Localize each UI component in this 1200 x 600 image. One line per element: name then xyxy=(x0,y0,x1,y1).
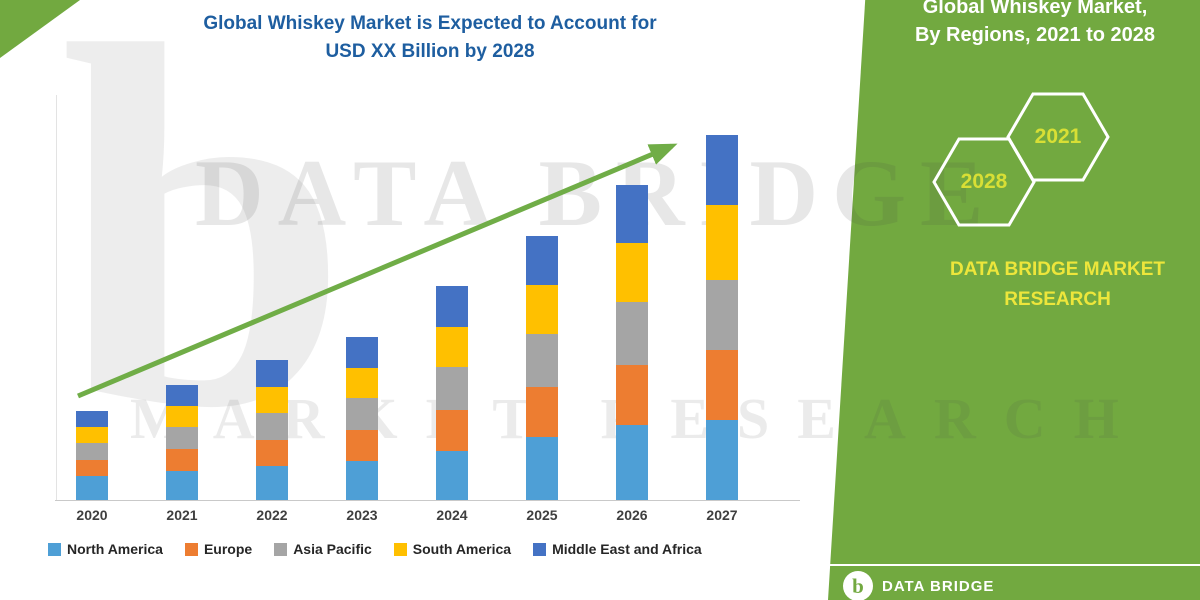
data-bridge-logo-icon: b xyxy=(843,571,873,600)
legend-swatch-icon xyxy=(274,542,288,556)
chart-legend: North America Europe Asia Pacific South Ame… xyxy=(48,541,808,557)
legend-item: North America xyxy=(48,541,163,557)
x-axis-label-2024: 2024 xyxy=(436,507,468,523)
bar-segment xyxy=(256,440,288,466)
bar-segment xyxy=(706,280,738,350)
bar-segment xyxy=(346,430,378,461)
side-panel-title: Global Whiskey Market, By Regions, 2021 … xyxy=(880,0,1190,49)
x-axis-label-2020: 2020 xyxy=(76,507,108,523)
bar-segment xyxy=(346,398,378,430)
legend-label: Europe xyxy=(203,541,253,557)
legend-swatch-icon xyxy=(184,542,198,556)
bar-segment xyxy=(436,410,468,451)
x-axis-line xyxy=(55,500,800,501)
bar-segment xyxy=(256,466,288,500)
bar-segment xyxy=(166,427,198,449)
legend-swatch-icon xyxy=(393,542,407,556)
x-axis-label-2027: 2027 xyxy=(706,507,738,523)
bar-segment xyxy=(76,411,108,427)
panel-brand-line1: DATA BRIDGE MARKET xyxy=(950,259,1165,280)
bar-segment xyxy=(76,427,108,443)
bar-segment xyxy=(436,451,468,500)
x-axis-label-2022: 2022 xyxy=(256,507,288,523)
x-axis-label-2025: 2025 xyxy=(526,507,558,523)
legend-label: South America xyxy=(412,541,512,557)
chart-title-line2: USD XX Billion by 2028 xyxy=(325,41,535,62)
bar-segment xyxy=(76,460,108,476)
bar-segment xyxy=(526,437,558,500)
y-axis-line xyxy=(56,95,57,500)
legend-label: Asia Pacific xyxy=(293,541,372,557)
bar-segment xyxy=(706,205,738,280)
legend-swatch-icon xyxy=(533,542,547,556)
x-axis-label-2021: 2021 xyxy=(166,507,198,523)
legend-item: Asia Pacific xyxy=(274,541,372,557)
x-axis-labels: 2020 2021 2022 2023 2024 2025 2026 2027 xyxy=(76,507,738,523)
chart-title: Global Whiskey Market is Expected to Acc… xyxy=(60,10,800,66)
x-axis-label-2023: 2023 xyxy=(346,507,378,523)
side-panel-title-line1: Global Whiskey Market, xyxy=(922,0,1148,18)
hex-year-2028: 2028 xyxy=(960,170,1008,193)
footer-logo-block: b DATA BRIDGE xyxy=(843,571,994,600)
bar-segment xyxy=(166,449,198,471)
legend-label: North America xyxy=(67,541,163,557)
bar-segment xyxy=(706,350,738,420)
legend-item: South America xyxy=(393,541,512,557)
legend-swatch-icon xyxy=(48,542,61,556)
panel-brand-text: DATA BRIDGE MARKET RESEARCH xyxy=(900,255,1200,315)
panel-brand-line2: RESEARCH xyxy=(1004,289,1111,310)
bar-segment xyxy=(166,406,198,427)
legend-item: Middle East and Africa xyxy=(533,541,702,557)
legend-label: Middle East and Africa xyxy=(552,541,702,557)
bar-segment xyxy=(256,413,288,440)
side-panel-background xyxy=(828,0,1200,600)
bar-segment xyxy=(616,425,648,500)
footer-divider-line xyxy=(824,564,1200,566)
side-panel-title-line2: By Regions, 2021 to 2028 xyxy=(914,24,1156,46)
legend-item: Europe xyxy=(184,541,253,557)
stacked-bar-2020 xyxy=(76,411,108,500)
hex-year-2021: 2021 xyxy=(1034,125,1082,148)
hexagon-outlines-icon xyxy=(932,92,1110,227)
bar-segment xyxy=(76,443,108,460)
bar-segment xyxy=(706,135,738,205)
bar-segment xyxy=(346,461,378,500)
x-axis-label-2026: 2026 xyxy=(616,507,648,523)
stacked-bar-2027 xyxy=(706,135,738,500)
chart-title-line1: Global Whiskey Market is Expected to Acc… xyxy=(203,13,657,34)
bar-segment xyxy=(76,476,108,500)
footer-brand-name: DATA BRIDGE xyxy=(882,577,995,595)
bar-segment xyxy=(166,471,198,500)
bar-segment xyxy=(706,420,738,500)
